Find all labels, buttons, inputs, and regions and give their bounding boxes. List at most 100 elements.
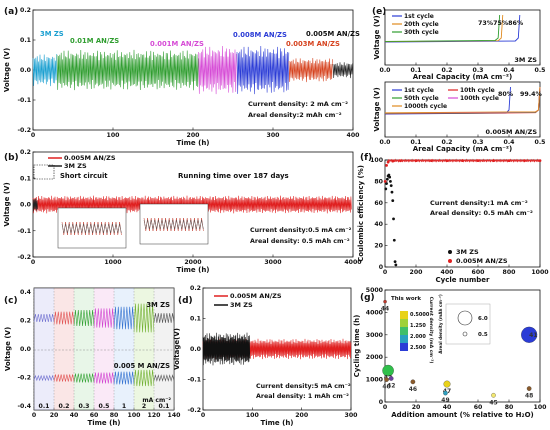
y-tick-label: 0.2: [190, 285, 201, 292]
legend-label: 0.005M AN/ZS: [64, 154, 116, 162]
capacity-curve: [384, 14, 501, 42]
data-point: [414, 159, 418, 163]
size-marker-small: [462, 331, 468, 337]
x-tick-label: 0.3: [473, 139, 484, 146]
data-point: [392, 217, 395, 221]
panel-label: (e): [372, 7, 386, 17]
trace-3m-zs: [202, 332, 251, 366]
trace-3m-zs: [153, 313, 175, 323]
data-point: [385, 163, 388, 167]
size-marker-large: [457, 310, 473, 326]
rate-label: 0.3: [79, 403, 90, 410]
inset-trace-black: [143, 219, 204, 230]
y-axis-label: Voltage (V): [4, 327, 12, 371]
series-label: 0.005M AN/ZS: [306, 30, 360, 38]
panel-g: 0 20 40 60 80 100010002000300040005000Additio…: [353, 287, 547, 419]
plot-frame: [384, 289, 541, 403]
colorbar-tick: 2.500: [410, 345, 426, 351]
rate-label: 0.2: [59, 403, 70, 410]
y-tick-label: 0.4: [20, 289, 32, 296]
x-axis-label: Addition amount (% relative to H₂O): [391, 411, 534, 419]
panel-e0: 0.0 0.1 0.2 0.3 0.4 0.5 Areal Capacity (mA cm⁻…: [373, 9, 545, 81]
y-tick-label: 20: [374, 243, 383, 250]
y-tick-label: -0.2: [17, 254, 31, 261]
inset-frame: [57, 207, 127, 249]
trace-0005m-an-zs: [33, 374, 55, 382]
trace-0005m-an-zs: [153, 374, 175, 382]
data-point: [521, 326, 538, 343]
panel-label: (a): [4, 7, 18, 17]
x-tick-label: 0: [383, 404, 388, 411]
data-point: [383, 180, 387, 183]
size-legend-value: 0.5: [478, 332, 488, 338]
data-point: [390, 190, 394, 194]
data-point: [492, 159, 495, 163]
data-point: [384, 377, 389, 382]
panel-d: 0 100 200 300 -0.2 -0.1 0.0 0.1 0.2 Time (h) Volta…: [173, 285, 358, 427]
rate-label: 0.1: [39, 403, 50, 410]
x-tick-label: 200: [187, 132, 201, 139]
colorbar-step: [400, 343, 408, 351]
series-label: 0.008M AN/ZS: [233, 31, 287, 39]
y-tick-label: 0.0: [190, 346, 202, 353]
data-point: [491, 392, 496, 398]
y-axis-label: Voltage(V): [173, 328, 181, 370]
series-label: 0.01M AN/ZS: [70, 37, 119, 45]
panel-label: (g): [360, 293, 375, 303]
point-label: 41: [529, 332, 537, 339]
size-legend: 6.0 0.5 Areal density (mAh cm⁻²): [438, 294, 491, 354]
plot-frame: [33, 287, 175, 411]
data-point: [507, 159, 511, 163]
y-tick-label: 0.0: [20, 346, 32, 353]
data-point: [461, 159, 464, 163]
y-tick-label: -0.1: [17, 97, 31, 104]
rate-unit: mA cm⁻²: [142, 397, 171, 404]
data-point: [392, 238, 396, 242]
y-tick-label: 0.2: [20, 7, 31, 14]
trace-3m-zs: [93, 308, 115, 328]
x-tick-label: 600: [472, 269, 486, 276]
panel-c: 0 20 40 60 80 100 120 140 Time (h) Voltage (V) (c)…: [4, 287, 181, 427]
data-point: [388, 376, 394, 381]
y-axis-label: Voltage (V): [3, 48, 11, 92]
inset-frame: [139, 203, 209, 245]
data-point: [391, 159, 395, 163]
series-label: 0.005 M AN/ZS: [114, 362, 170, 370]
trace-0-01m-an-zs: [56, 49, 199, 91]
x-tick-label: 200: [410, 269, 424, 276]
colorbar-step: [400, 335, 408, 343]
efficiency-label: 80%: [498, 91, 514, 98]
rate-shade: [74, 288, 94, 410]
x-tick-label: 0: [201, 412, 206, 419]
data-point: [476, 159, 480, 163]
legend-label: 100th cycle: [460, 95, 499, 102]
trace-0-008m-an-zs: [236, 46, 290, 95]
y-axis-label: Voltage (V): [373, 87, 381, 131]
x-axis-label: Time (h): [176, 266, 209, 274]
efficiency-label: 73%75%86%: [478, 20, 524, 27]
trace-3m-zs: [73, 309, 95, 327]
x-tick-label: 0.0: [380, 139, 392, 146]
x-axis-label: Time (h): [87, 419, 120, 427]
trace-0-003m-an-zs: [288, 57, 333, 83]
plot-frame: [384, 9, 541, 66]
rate-shade: [114, 288, 134, 410]
size-legend-title: Areal density (mAh cm⁻²): [438, 294, 443, 354]
x-tick-label: 40: [70, 412, 79, 419]
x-tick-label: 300: [345, 412, 359, 419]
rate-label: 0.1: [159, 403, 170, 410]
trace-0005m-an-zs: [133, 369, 155, 387]
panel-e1: 0.0 0.1 0.2 0.3 0.4 0.5 Areal Capacity (mA cm⁻…: [373, 81, 545, 153]
x-tick-label: 0.0: [380, 67, 392, 74]
x-tick-label: 1000: [104, 259, 122, 266]
trace-0005m-an-zs: [113, 371, 135, 385]
subplot-label: 0.005M AN/ZS: [485, 128, 537, 136]
y-tick-label: -0.4: [17, 403, 31, 410]
y-tick-label: 3000: [366, 332, 384, 339]
trace-0005m-an-zs: [53, 374, 75, 382]
legend-label: 10th cycle: [460, 87, 495, 94]
colorbar-tick: 0.5000: [410, 312, 430, 318]
annotation: Areal density: 0.5 mAh cm⁻²: [430, 209, 533, 217]
data-point: [443, 390, 448, 396]
legend-label: 0.005M AN/ZS: [230, 292, 282, 300]
